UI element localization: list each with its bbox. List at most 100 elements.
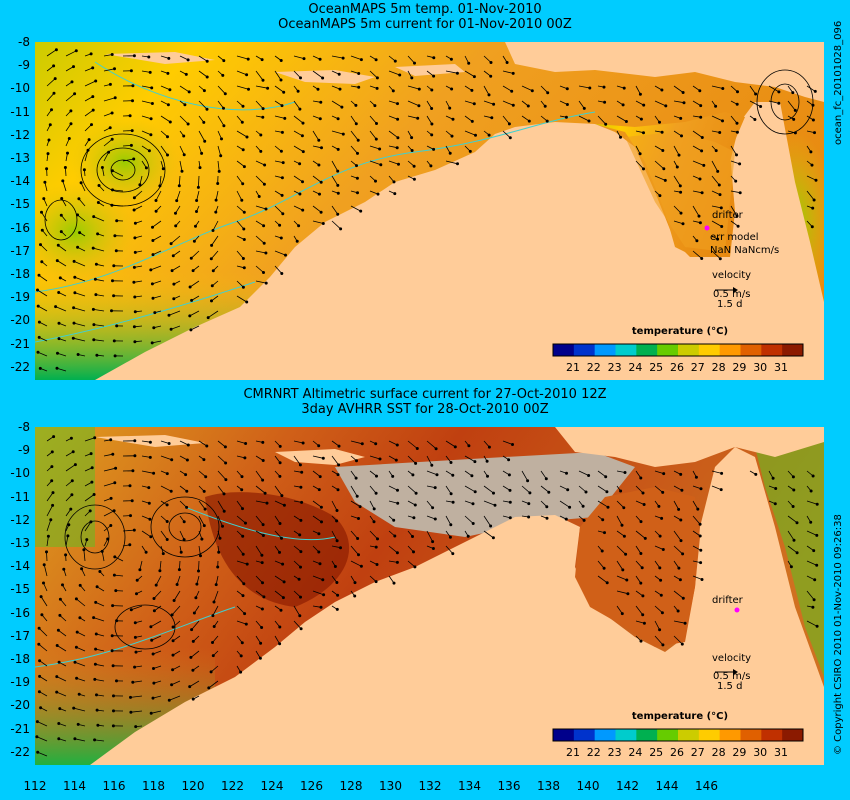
current-vector-head	[134, 650, 138, 654]
current-vector	[236, 620, 247, 625]
current-vector-head	[581, 504, 585, 508]
current-vector-head	[735, 102, 739, 106]
current-vector	[274, 575, 285, 583]
current-vector-head	[466, 534, 470, 538]
current-vector-head	[718, 257, 722, 261]
current-vector	[388, 440, 398, 446]
current-vector	[189, 310, 200, 317]
current-vector-head	[67, 137, 71, 141]
current-vector-head	[60, 196, 64, 200]
current-vector-head	[493, 503, 497, 507]
current-vector-head	[582, 106, 586, 110]
current-vector-head	[56, 628, 60, 632]
current-vector-head	[357, 85, 361, 89]
current-vector-head	[588, 86, 592, 90]
current-vector-head	[298, 595, 302, 599]
current-vector-head	[223, 445, 227, 449]
current-vector-head	[165, 520, 169, 524]
current-vector-head	[605, 490, 609, 494]
current-vector-head	[795, 521, 799, 525]
current-vector	[483, 485, 494, 494]
current-vector-head	[113, 481, 117, 485]
current-vector	[654, 620, 660, 630]
current-vector	[236, 250, 244, 259]
current-vector	[73, 307, 86, 312]
current-vector	[208, 680, 219, 689]
current-vector-head	[642, 167, 646, 171]
current-vector	[293, 115, 304, 124]
current-vector-head	[74, 49, 78, 53]
bottom-y-tick: -17	[10, 628, 30, 643]
colorbar-tick-label: 27	[690, 361, 705, 374]
current-vector-head	[810, 163, 814, 167]
current-vector-head	[55, 690, 59, 694]
current-vector	[103, 138, 113, 147]
current-vector	[58, 629, 67, 637]
current-vector-head	[57, 737, 61, 741]
bottom-velocity-scale: 0.5 m/s	[713, 671, 751, 682]
current-vector-head	[546, 91, 550, 95]
current-vector-head	[78, 231, 82, 235]
current-vector-head	[188, 685, 192, 689]
current-vector-head	[641, 594, 645, 598]
current-vector-head	[451, 552, 455, 556]
current-vector-head	[111, 279, 115, 283]
current-vector-head	[545, 516, 549, 520]
current-vector	[483, 515, 491, 527]
current-vector	[426, 455, 433, 466]
current-vector	[217, 440, 226, 448]
current-vector	[152, 235, 162, 241]
current-vector	[559, 500, 570, 508]
current-vector-head	[298, 76, 302, 80]
current-vector-head	[47, 138, 51, 142]
current-vector-head	[815, 533, 819, 537]
current-vector-head	[473, 460, 477, 464]
current-vector-head	[85, 538, 89, 542]
current-vector-head	[171, 639, 175, 643]
current-vector-head	[150, 86, 154, 90]
current-vector	[84, 150, 89, 162]
current-vector-head	[128, 543, 132, 547]
current-vector-head	[147, 501, 151, 505]
current-vector-head	[605, 581, 609, 585]
current-vector	[217, 500, 225, 512]
current-vector	[274, 85, 284, 93]
current-vector-head	[132, 208, 136, 212]
current-vector-head	[92, 338, 96, 342]
current-vector	[38, 627, 48, 637]
current-vector	[73, 707, 86, 712]
current-vector-head	[216, 181, 220, 185]
current-vector-head	[623, 471, 627, 475]
current-vector-head	[355, 191, 359, 195]
current-vector-head	[205, 444, 209, 448]
current-vector-head	[638, 152, 642, 156]
current-vector-head	[78, 583, 82, 587]
current-vector	[274, 530, 282, 539]
current-vector-head	[88, 509, 92, 513]
colorbar-tick-label: 31	[774, 361, 788, 374]
current-vector-head	[795, 551, 799, 555]
current-vector	[768, 85, 780, 93]
current-vector-head	[658, 628, 662, 632]
current-vector	[46, 49, 57, 57]
top-map-panel: drifter err model NaN NaNcm/s velocity 0…	[35, 42, 824, 380]
current-vector-head	[110, 52, 114, 56]
current-vector-head	[398, 73, 402, 77]
current-vector-head	[336, 191, 340, 195]
current-vector	[806, 175, 817, 181]
current-vector-head	[216, 565, 220, 569]
current-vector	[84, 109, 94, 117]
current-vector-head	[172, 598, 176, 602]
current-vector-head	[132, 280, 136, 284]
current-vector-head	[70, 80, 74, 84]
current-vector	[169, 695, 181, 701]
current-vector-head	[678, 578, 682, 582]
current-vector-head	[97, 183, 101, 187]
current-vector	[130, 695, 143, 698]
current-vector-head	[698, 522, 702, 526]
current-vector-head	[321, 456, 325, 460]
current-vector-head	[813, 578, 817, 582]
current-vector	[170, 325, 181, 330]
current-vector-head	[147, 149, 151, 153]
current-vector-head	[432, 147, 436, 151]
